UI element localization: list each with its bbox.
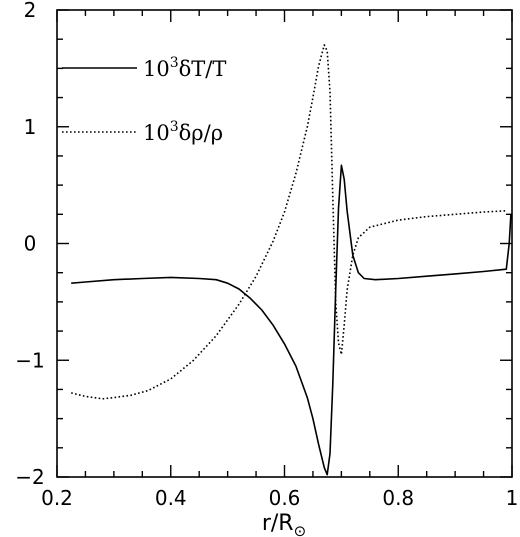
x-axis-label: r/R⊙ (262, 511, 306, 537)
x-tick-label: 0.8 (382, 486, 414, 510)
x-tick-label: 1 (506, 486, 519, 510)
y-tick-label: −1 (15, 348, 44, 372)
series-line-temperature (71, 164, 512, 476)
series-line-density (71, 44, 507, 400)
legend-label: 103δρ/ρ (143, 119, 223, 145)
y-tick-label: −2 (15, 465, 44, 489)
y-tick-label: 0 (24, 232, 37, 256)
y-tick-label: 2 (24, 0, 37, 22)
legend: 103δT/T 103δρ/ρ (62, 55, 226, 145)
x-tick-label: 0.2 (41, 486, 73, 510)
y-tick-label: 1 (24, 115, 37, 139)
series-layer (71, 44, 512, 476)
axis-ticks (56, 9, 513, 478)
plot-frame (56, 9, 513, 478)
axis-tick-labels: 0.2 0.4 0.6 0.8 1 −2 −1 0 1 2 (15, 0, 518, 510)
x-tick-label: 0.6 (269, 486, 301, 510)
x-tick-label: 0.4 (155, 486, 187, 510)
legend-label: 103δT/T (143, 55, 226, 81)
